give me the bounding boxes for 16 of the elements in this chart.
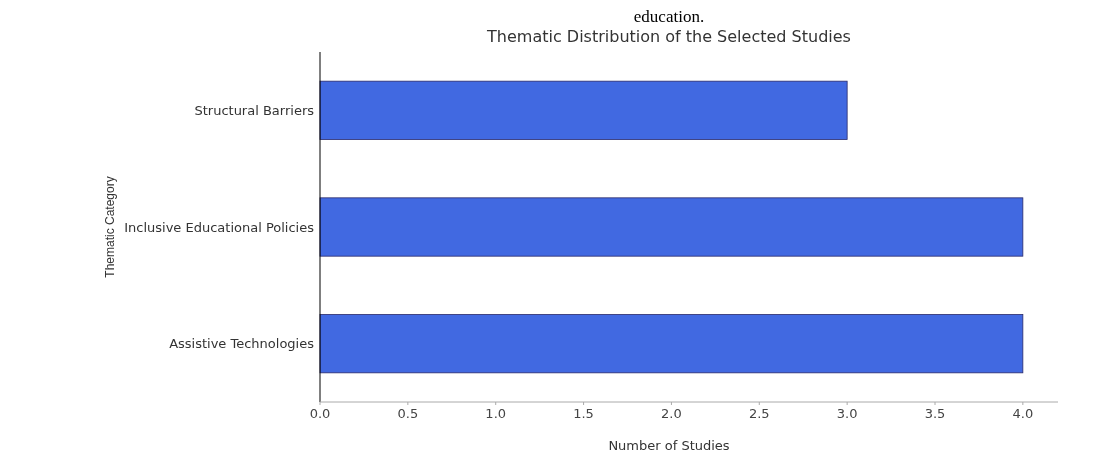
x-tick-label: 3.0 xyxy=(836,406,858,421)
x-tick-label: 2.5 xyxy=(748,406,770,421)
x-tick-label: 0.0 xyxy=(309,406,331,421)
x-axis-title: Number of Studies xyxy=(608,438,730,453)
text: education. xyxy=(633,7,705,26)
x-tick-label: 1.0 xyxy=(485,406,507,421)
y-tick-label: Inclusive Educational Policies xyxy=(124,219,315,235)
y-axis-title: Thematic Category xyxy=(103,176,117,278)
y-tick-label: Structural Barriers xyxy=(194,102,315,118)
x-tick-label: 4.0 xyxy=(1012,406,1034,421)
x-tick-label: 1.5 xyxy=(573,406,594,421)
x-tick-label: 3.5 xyxy=(924,406,946,421)
chart-title: Thematic Distribution of the Selected Studies xyxy=(486,27,851,46)
x-tick-label: 0.5 xyxy=(397,406,419,421)
y-tick-label: Assistive Technologies xyxy=(169,336,315,352)
x-tick-label: 2.0 xyxy=(661,406,682,421)
